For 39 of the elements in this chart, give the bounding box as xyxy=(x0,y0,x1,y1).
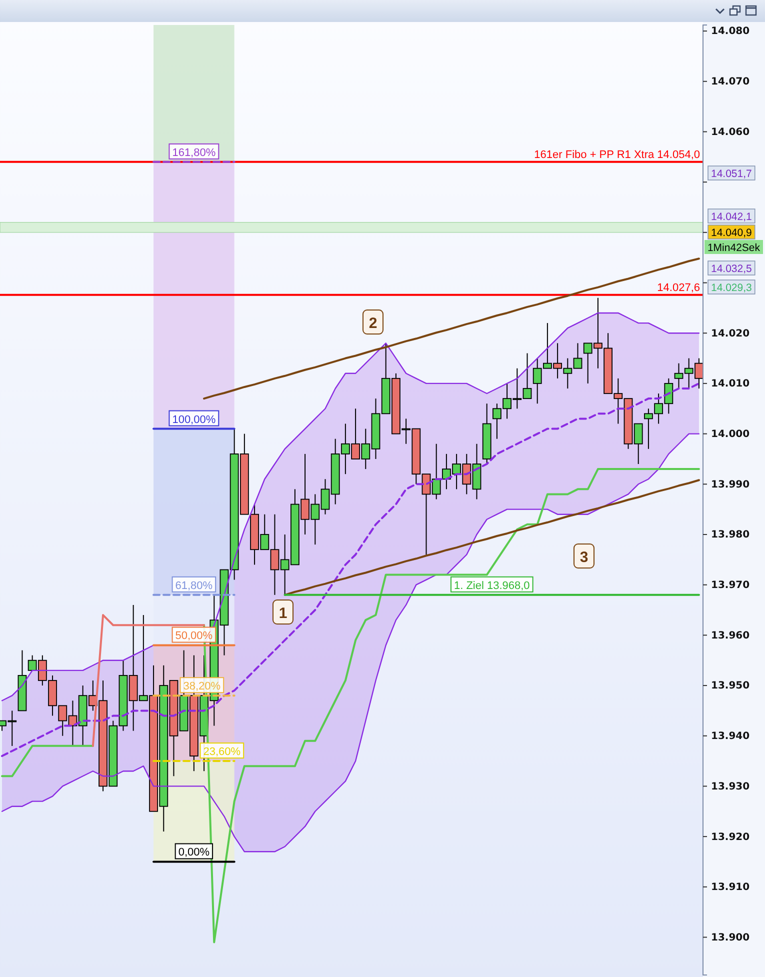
text: 14.051,7 xyxy=(711,168,752,180)
line-series xyxy=(203,258,700,400)
y-tick-label: 13.980 xyxy=(711,530,750,541)
annotation: 100,00% xyxy=(172,414,216,426)
annotation: 0,00% xyxy=(178,846,210,859)
line-series xyxy=(284,479,700,596)
annotation: 50,00% xyxy=(175,630,213,642)
ref-line-label: 14.027,6 xyxy=(657,282,700,294)
y-tick-label: 14.010 xyxy=(711,378,750,390)
y-tick-label: 14.020 xyxy=(711,328,750,340)
y-tick-label: 13.960 xyxy=(711,630,750,642)
annotation: 61,80% xyxy=(175,580,213,592)
line-series xyxy=(1,312,700,702)
line-series xyxy=(1,382,700,757)
y-tick-label: 13.970 xyxy=(711,580,750,592)
annotation: 1. Ziel 13.968,0 xyxy=(454,580,530,592)
annotation: 38,20% xyxy=(183,680,221,693)
y-tick-label: 14.080 xyxy=(711,26,750,38)
y-tick-label: 14.060 xyxy=(711,126,750,138)
y-tick-label: 13.950 xyxy=(711,680,750,692)
annotation: 1 xyxy=(278,605,288,622)
text: 14.032,5 xyxy=(711,263,752,275)
annotation: 161,80% xyxy=(172,146,216,159)
text: 1Min42Sek xyxy=(707,242,761,254)
y-tick-label: 13.920 xyxy=(711,832,750,843)
y-tick-label: 14.000 xyxy=(711,428,750,440)
y-tick-label: 13.990 xyxy=(711,479,750,490)
annotation: 3 xyxy=(580,549,588,566)
text: 14.029,3 xyxy=(711,282,752,294)
y-tick-label: 13.930 xyxy=(711,781,750,792)
y-tick-label: 13.940 xyxy=(711,731,750,742)
y-tick-label: 14.070 xyxy=(711,76,750,88)
annotation: 23,60% xyxy=(203,746,241,758)
annotation: 2 xyxy=(368,315,378,332)
ref-line-label: 161er Fibo + PP R1 Xtra 14.054,0 xyxy=(534,148,700,161)
y-tick-label: 13.910 xyxy=(711,882,750,894)
y-tick-label: 13.900 xyxy=(711,932,750,944)
text: 14.040,9 xyxy=(711,227,752,239)
text: 14.042,1 xyxy=(711,211,752,223)
